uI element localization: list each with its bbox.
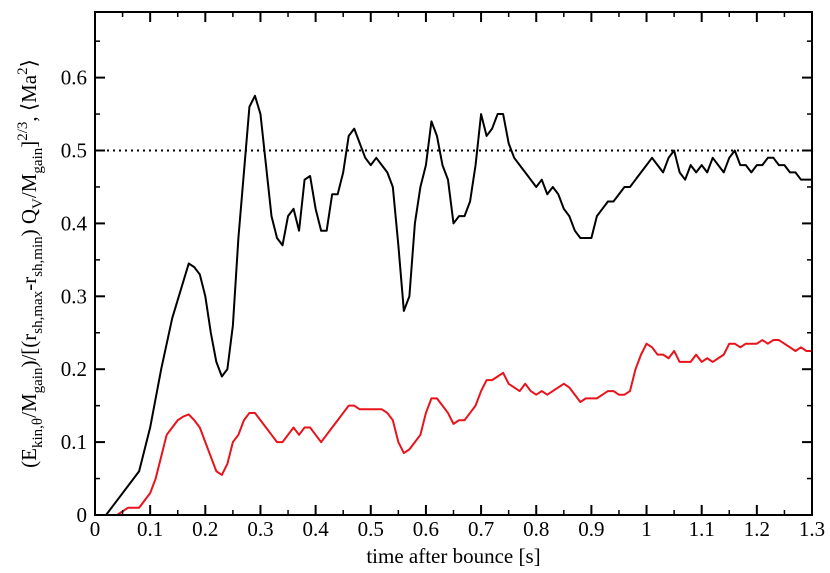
y-tick-label: 0.5 [61,139,87,163]
ylabel-part: /M [17,173,41,198]
ylabel-sub: gain [30,147,46,173]
x-tick-label: 0.2 [192,517,218,541]
ylabel-sub: sh,max [30,290,46,333]
y-tick-label: 0.6 [61,66,87,90]
ylabel-sup: 2 [15,67,31,75]
x-tick-label: 1.1 [689,517,715,541]
x-tick-label: 1 [641,517,652,541]
y-axis-label: (Ekin,θ/Mgain)/[(rsh,max-rsh,min) QV/Mga… [15,59,46,468]
y-tick-label: 0.1 [61,430,87,454]
ylabel-part: )/[(r [17,334,41,368]
x-tick-label: 0.1 [137,517,163,541]
series-line-1 [105,94,812,516]
ylabel-part: -r [17,277,41,291]
x-tick-label: 0.6 [413,517,439,541]
ylabel-part: (E [17,448,41,468]
x-tick-label: 0.9 [578,517,604,541]
ylabel-sub: gain [30,367,46,393]
y-tick-label: 0.4 [61,211,88,235]
x-tick-label: 0.5 [358,517,384,541]
x-tick-label: 1.2 [744,517,770,541]
series-line-2 [116,339,812,516]
y-axis-ticks: 0 0.1 0.2 0.3 0.4 0.5 0.6 [61,40,812,527]
ylabel-part: ) Q [17,209,41,236]
x-tick-label: 0.7 [468,517,494,541]
ylabel-part: /M [17,393,41,418]
x-axis-ticks: 0 0.1 0.2 0.3 0.4 0.5 0.6 0.7 0.8 0.9 1 1.1 1.2 1.3 [90,12,825,541]
plot-frame [94,11,813,516]
y-tick-label: 0 [77,503,88,527]
x-tick-label: 0 [90,517,101,541]
ylabel-sub: V [30,198,46,209]
ylabel-part: ⟩ [17,59,41,67]
x-tick-label: 1.3 [799,517,825,541]
ylabel-sub: sh,min [30,236,46,277]
x-tick-label: 0.8 [523,517,549,541]
x-axis-label: time after bounce [s] [366,544,540,568]
ylabel-sup: 2/3 [15,122,31,141]
x-tick-label: 0.3 [247,517,273,541]
y-tick-label: 0.3 [61,284,87,308]
series-layer [105,94,812,516]
x-tick-label: 0.4 [302,517,329,541]
y-tick-label: 0.2 [61,357,87,381]
ylabel-part: ] [17,141,41,148]
ylabel-part: , ⟨Ma [17,74,41,121]
ylabel-sub: kin,θ [30,418,46,448]
